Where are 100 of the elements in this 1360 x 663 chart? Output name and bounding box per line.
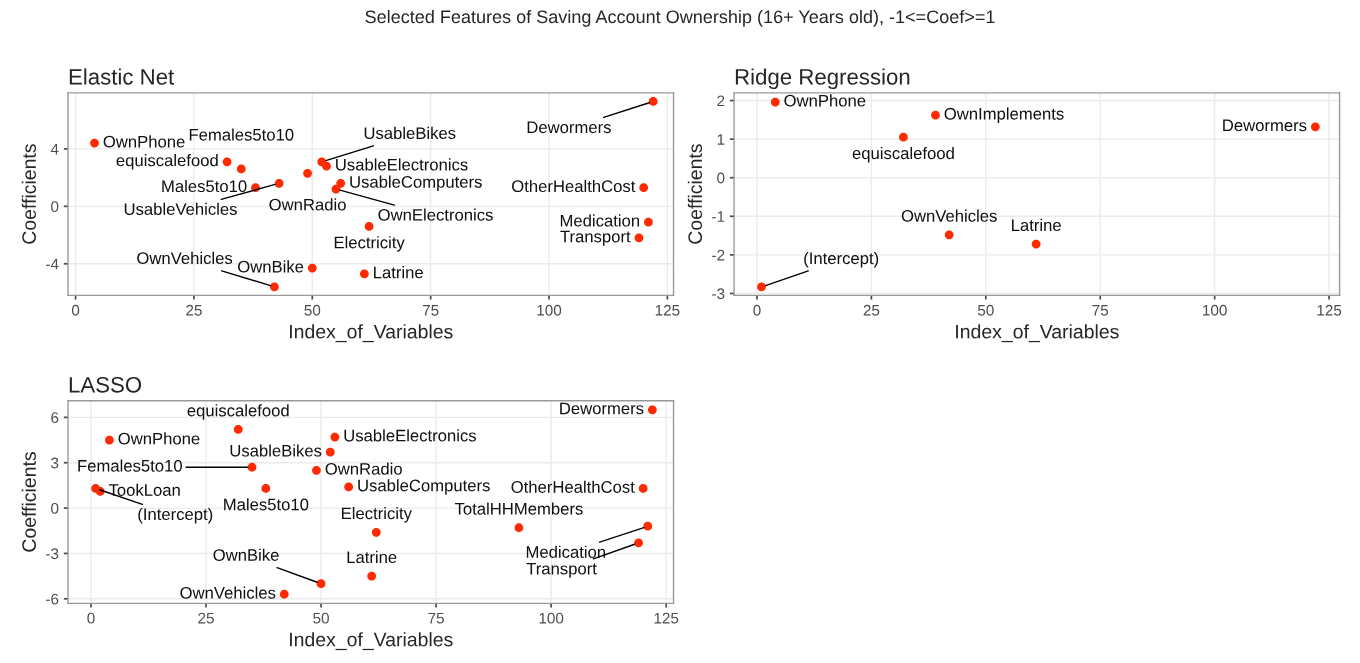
y-axis-title: Coefficients	[21, 144, 36, 244]
chart-title: Ridge Regression	[735, 68, 910, 90]
x-axis-title: Index_of_Variables	[290, 324, 453, 343]
point	[236, 164, 246, 174]
chart-subtitle: Selected Features of Saving Account Ownership (16+ Years old), -1<=Coef>=1	[365, 9, 995, 27]
annotation: equiscalefood	[116, 154, 218, 170]
point	[303, 168, 312, 178]
y-tick-label: -3	[712, 288, 725, 300]
point	[322, 161, 331, 171]
point	[90, 138, 99, 148]
chart-title: Elastic Net	[69, 68, 175, 85]
annotation: Dewormers	[527, 121, 611, 134]
annotation: OwnRadio	[269, 198, 346, 211]
annotation: TookLoan	[108, 483, 180, 496]
annotation: Females5to10	[78, 459, 182, 472]
annotation: OtherHealthCost	[511, 480, 635, 493]
annotation: UsableBikes	[230, 444, 322, 457]
annotation: Females5to10	[189, 128, 294, 141]
y-tick-label: 4	[50, 143, 59, 155]
annotation: OwnBike	[238, 260, 304, 273]
point	[307, 263, 317, 273]
point	[312, 465, 321, 475]
y-tick-label: -4	[46, 258, 59, 270]
point	[770, 97, 780, 107]
y-tick-label: 2	[717, 95, 725, 107]
point	[325, 447, 335, 457]
annotation: (Intercept)	[804, 251, 879, 268]
y-tick-label: -2	[712, 249, 725, 261]
x-tick-label: 0	[87, 612, 95, 624]
y-tick-label: 3	[51, 457, 59, 469]
annotation: OwnVehicles	[180, 586, 276, 599]
point	[261, 484, 271, 493]
point	[330, 432, 340, 442]
annotation: Dewormers	[1223, 119, 1307, 132]
x-tick-label: 25	[863, 304, 880, 316]
x-tick-label: 75	[422, 304, 439, 316]
point	[514, 523, 524, 533]
annotation: Males5to10	[224, 498, 309, 511]
x-tick-label: 50	[977, 304, 994, 316]
y-tick-label: -3	[46, 548, 59, 560]
annotation: OwnRadio	[325, 462, 402, 475]
point	[647, 405, 657, 415]
y-tick-label: 1	[717, 134, 725, 145]
chart-title: LASSO	[69, 376, 142, 393]
x-tick-label: 125	[655, 304, 680, 316]
annotation: UsableComputers	[350, 175, 482, 192]
annotation: UsableBikes	[364, 126, 456, 140]
point	[899, 132, 908, 142]
x-tick-label: 100	[1203, 304, 1227, 316]
annotation: OwnPhone	[784, 94, 866, 107]
point	[638, 484, 648, 493]
point	[931, 110, 940, 120]
annotation: UsableElectronics	[344, 429, 476, 442]
annotation: Medication	[526, 545, 606, 558]
annotation: OwnBike	[213, 548, 279, 561]
annotation: Latrine	[1012, 218, 1061, 232]
point	[274, 178, 284, 188]
annotation: Latrine	[374, 266, 423, 279]
point	[336, 178, 346, 188]
annotation: Electricity	[342, 507, 412, 523]
point	[367, 571, 377, 581]
y-tick-label: -1	[712, 211, 725, 222]
x-tick-label: 75	[1092, 304, 1109, 316]
point	[757, 282, 766, 292]
point	[643, 521, 653, 531]
x-tick-label: 25	[198, 612, 214, 624]
y-tick-label: -6	[46, 593, 59, 605]
x-tick-label: 100	[539, 612, 564, 624]
point	[634, 538, 643, 548]
x-tick-label: 50	[313, 612, 329, 624]
annotation: (Intercept)	[138, 507, 213, 524]
point	[222, 157, 232, 167]
point	[316, 579, 326, 589]
point	[359, 269, 369, 279]
x-tick-label: 50	[304, 304, 321, 316]
annotation: UsableComputers	[358, 479, 490, 495]
annotation: OwnImplements	[944, 107, 1064, 123]
x-axis-title: Index_of_Variables	[290, 632, 453, 651]
y-tick-label: 6	[51, 412, 59, 424]
x-tick-label: 100	[537, 304, 562, 316]
annotation: Transport	[560, 230, 631, 246]
point	[105, 435, 114, 445]
point	[1310, 122, 1320, 132]
annotation: Dewormers	[560, 402, 644, 415]
annotation: Transport	[526, 562, 597, 578]
y-tick-label: 0	[51, 201, 59, 213]
point	[331, 184, 341, 194]
point	[364, 222, 374, 231]
point	[371, 527, 381, 537]
annotation: equiscalefood	[852, 146, 954, 163]
y-axis-title: Coefficients	[21, 452, 36, 552]
x-tick-label: 25	[186, 304, 202, 316]
point	[644, 217, 653, 227]
x-tick-label: 125	[1317, 304, 1342, 316]
annotation: Latrine	[347, 550, 397, 564]
annotation: equiscalefood	[187, 404, 289, 420]
point	[233, 425, 243, 434]
annotation: Medication	[560, 214, 640, 227]
point	[634, 233, 644, 243]
point	[247, 462, 257, 472]
